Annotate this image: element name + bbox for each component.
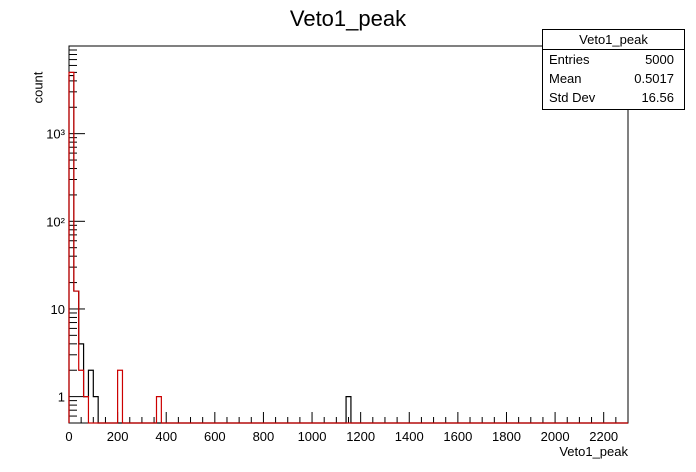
- x-tick-label: 1000: [298, 429, 327, 444]
- x-tick-label: 800: [253, 429, 275, 444]
- chart-title: Veto1_peak: [289, 6, 407, 31]
- stats-value: 0.5017: [634, 71, 674, 86]
- y-tick-label: 10²: [46, 214, 65, 229]
- x-tick-label: 600: [204, 429, 226, 444]
- y-axis-label: count: [30, 71, 46, 104]
- y-tick-label: 10: [51, 302, 65, 317]
- x-tick-label: 1600: [443, 429, 472, 444]
- x-tick-label: 400: [155, 429, 177, 444]
- y-tick-label: 1: [58, 390, 65, 405]
- stats-value: 5000: [645, 52, 674, 67]
- histogram-series-1: [68, 74, 628, 424]
- x-tick-label: 2000: [541, 429, 570, 444]
- stats-key: Std Dev: [549, 90, 596, 105]
- x-tick-label: 1800: [492, 429, 521, 444]
- stats-box-title: Veto1_peak: [543, 30, 684, 50]
- x-tick-label: 0: [65, 429, 72, 444]
- stats-row-stddev: Std Dev 16.56: [543, 88, 684, 107]
- x-tick-label: 1200: [346, 429, 375, 444]
- x-axis-label: Veto1_peak: [559, 444, 628, 459]
- x-tick-label: 200: [107, 429, 129, 444]
- stats-box: Veto1_peak Entries 5000 Mean 0.5017 Std …: [542, 29, 685, 110]
- stats-row-mean: Mean 0.5017: [543, 69, 684, 88]
- stats-value: 16.56: [641, 90, 674, 105]
- stats-key: Mean: [549, 71, 582, 86]
- stats-row-entries: Entries 5000: [543, 50, 684, 69]
- x-tick-label: 2200: [589, 429, 618, 444]
- y-tick-label: 10³: [46, 127, 65, 142]
- stats-key: Entries: [549, 52, 590, 67]
- x-tick-label: 1400: [395, 429, 424, 444]
- histogram-series-2: [68, 71, 628, 424]
